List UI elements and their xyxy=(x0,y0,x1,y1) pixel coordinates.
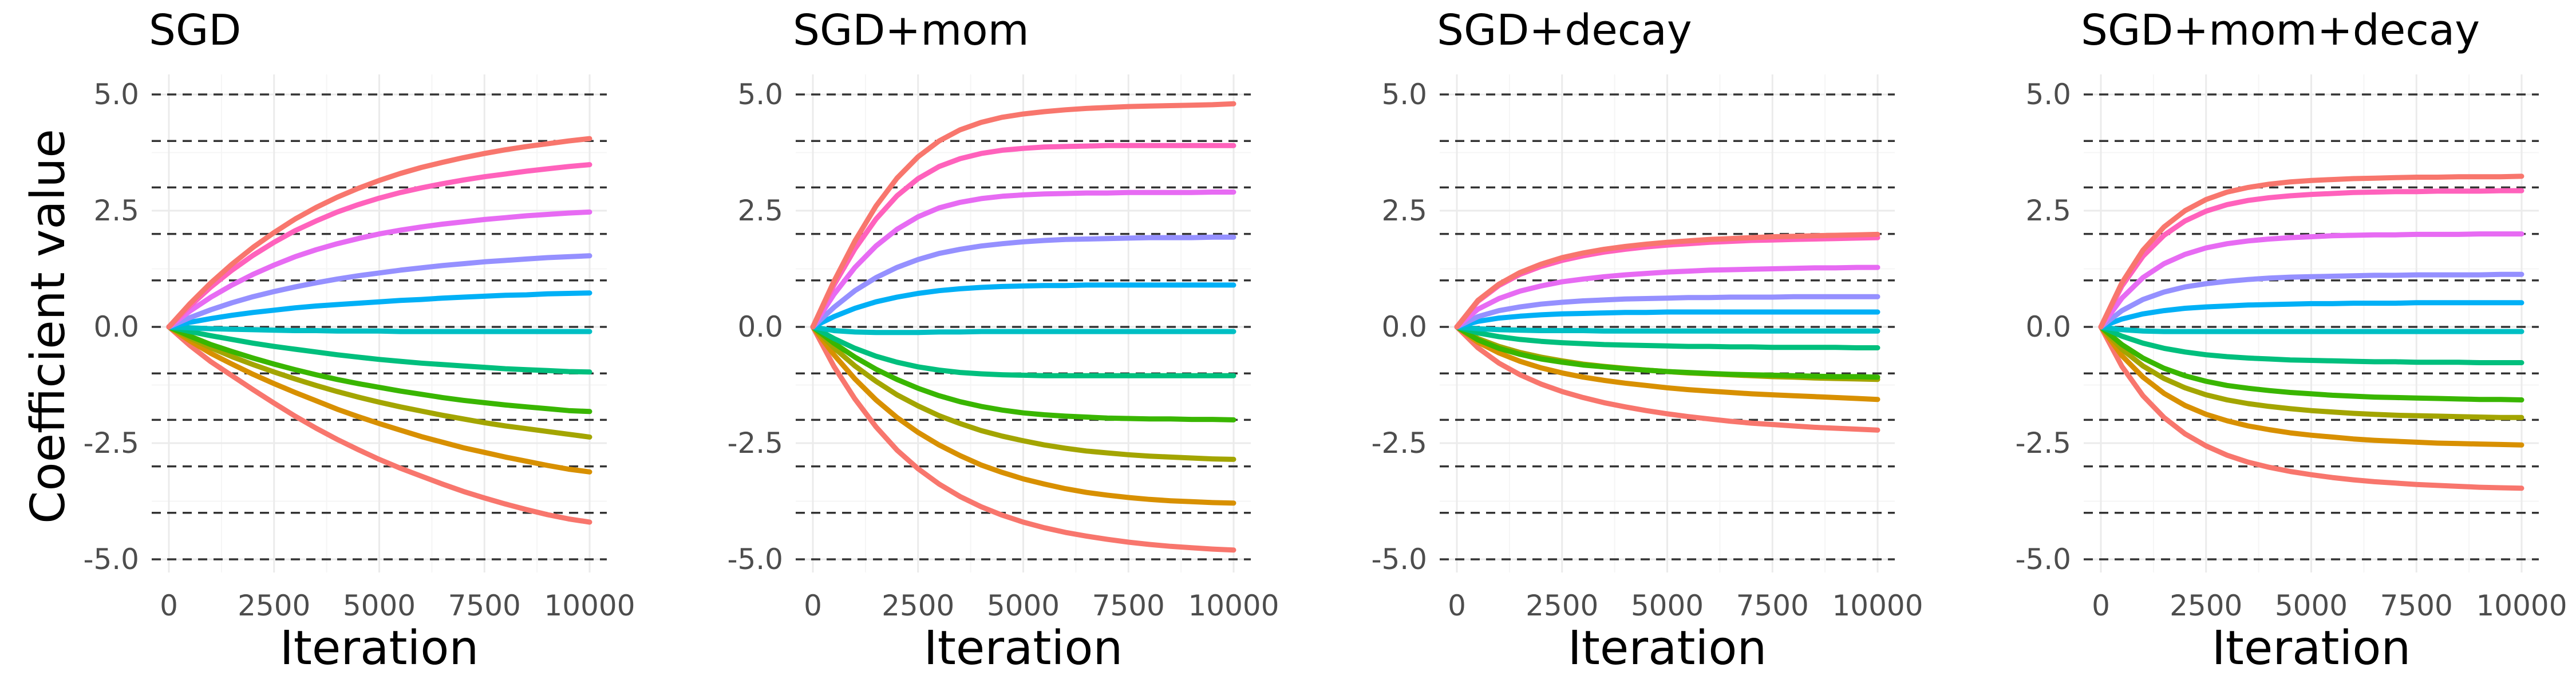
y-tick-label: 2.5 xyxy=(737,194,783,227)
x-tick-label: 7500 xyxy=(1736,589,1809,622)
series-line-1 xyxy=(2098,324,2524,491)
series-line-8 xyxy=(166,253,592,330)
x-axis-title: Iteration xyxy=(280,621,479,676)
series-line-7 xyxy=(166,290,592,330)
series-line-5 xyxy=(2098,324,2524,365)
y-tick-label: 5.0 xyxy=(737,78,783,111)
y-tick-label: 5.0 xyxy=(2025,78,2071,111)
x-tick-label: 2500 xyxy=(882,589,954,622)
series-line-10 xyxy=(810,143,1236,330)
x-tick-label: 2500 xyxy=(2170,589,2242,622)
y-tick-label: -5.0 xyxy=(2015,543,2071,576)
y-tick-label: -2.5 xyxy=(727,427,783,460)
x-tick-label: 5000 xyxy=(987,589,1060,622)
x-tick-label: 0 xyxy=(160,589,178,622)
series-line-1 xyxy=(810,324,1236,553)
y-tick-label: 2.5 xyxy=(2025,194,2071,227)
series-line-9 xyxy=(2098,231,2524,330)
series-line-8 xyxy=(810,234,1236,330)
series-line-9 xyxy=(810,189,1236,330)
series-line-3 xyxy=(810,324,1236,462)
x-tick-label: 5000 xyxy=(1631,589,1704,622)
series-line-11 xyxy=(810,101,1236,330)
y-tick-label: -2.5 xyxy=(83,427,139,460)
series-line-9 xyxy=(166,209,592,330)
series-line-7 xyxy=(1454,309,1880,330)
series-line-6 xyxy=(2098,324,2524,334)
series-line-11 xyxy=(2098,173,2524,330)
series-line-2 xyxy=(2098,324,2524,448)
y-tick-label: 0.0 xyxy=(1381,310,1427,344)
series-line-10 xyxy=(2098,188,2524,330)
x-tick-label: 2500 xyxy=(238,589,310,622)
series-line-5 xyxy=(810,324,1236,378)
series-line-11 xyxy=(166,136,592,330)
series-line-6 xyxy=(810,324,1236,335)
y-tick-label: 2.5 xyxy=(1381,194,1427,227)
chart-panel-3: -5.0 -2.5 0.0 2.5 5.0 0 2500 5000 7500 10000 Itera… xyxy=(1371,6,1923,676)
series-line-4 xyxy=(810,324,1236,423)
series-line-1 xyxy=(166,324,592,525)
chart-panel-2: -5.0 -2.5 0.0 2.5 5.0 0 2500 5000 7500 10000 Itera… xyxy=(727,6,1279,676)
y-tick-label: 0.0 xyxy=(2025,310,2071,344)
panel-title: SGD+decay xyxy=(1437,6,1692,55)
x-tick-label: 10000 xyxy=(544,589,635,622)
y-tick-label: 0.0 xyxy=(93,310,139,344)
series-line-3 xyxy=(2098,324,2524,420)
y-tick-label: 0.0 xyxy=(737,310,783,344)
x-tick-label: 0 xyxy=(804,589,822,622)
x-tick-label: 0 xyxy=(1448,589,1466,622)
x-axis-title: Iteration xyxy=(924,621,1123,676)
y-tick-label: 2.5 xyxy=(93,194,139,227)
series-line-8 xyxy=(2098,271,2524,330)
x-tick-label: 5000 xyxy=(2275,589,2348,622)
chart-panel-1: -5.0 -2.5 0.0 2.5 5.0 0 2500 5000 7500 10000 Itera… xyxy=(83,6,635,676)
y-tick-label: -2.5 xyxy=(1371,427,1427,460)
x-tick-label: 10000 xyxy=(1188,589,1279,622)
y-tick-label: 5.0 xyxy=(93,78,139,111)
series-line-8 xyxy=(1454,294,1880,330)
panel-title: SGD+mom+decay xyxy=(2081,6,2480,55)
series-line-5 xyxy=(1454,324,1880,350)
x-tick-label: 7500 xyxy=(448,589,521,622)
series-line-11 xyxy=(1454,231,1880,330)
y-tick-label: -5.0 xyxy=(1371,543,1427,576)
x-axis-title: Iteration xyxy=(1568,621,1767,676)
x-tick-label: 10000 xyxy=(1832,589,1923,622)
y-tick-label: -2.5 xyxy=(2015,427,2071,460)
y-tick-label: -5.0 xyxy=(727,543,783,576)
series-line-2 xyxy=(1454,324,1880,402)
series-line-7 xyxy=(2098,300,2524,330)
y-tick-label: -5.0 xyxy=(83,543,139,576)
series-line-1 xyxy=(1454,324,1880,433)
series-line-6 xyxy=(1454,324,1880,334)
chart-panel-4: -5.0 -2.5 0.0 2.5 5.0 0 2500 5000 7500 10000 Itera… xyxy=(2015,6,2567,676)
series-line-7 xyxy=(810,282,1236,330)
x-tick-label: 2500 xyxy=(1526,589,1598,622)
y-axis-title: Coefficient value xyxy=(21,129,76,524)
series-line-2 xyxy=(166,324,592,475)
x-tick-label: 5000 xyxy=(343,589,416,622)
series-line-10 xyxy=(166,162,592,330)
series-line-6 xyxy=(166,324,592,334)
series-line-4 xyxy=(1454,324,1880,380)
series-line-4 xyxy=(2098,324,2524,402)
series-line-5 xyxy=(166,324,592,375)
x-axis-title: Iteration xyxy=(2212,621,2411,676)
x-tick-label: 7500 xyxy=(1092,589,1165,622)
panel-title: SGD+mom xyxy=(793,6,1029,55)
panel-title: SGD xyxy=(149,6,241,55)
y-tick-label: 5.0 xyxy=(1381,78,1427,111)
x-tick-label: 10000 xyxy=(2476,589,2567,622)
series-line-9 xyxy=(1454,264,1880,330)
series-line-3 xyxy=(166,324,592,440)
x-tick-label: 7500 xyxy=(2380,589,2453,622)
series-line-2 xyxy=(810,324,1236,506)
x-tick-label: 0 xyxy=(2092,589,2110,622)
series-line-4 xyxy=(166,324,592,414)
